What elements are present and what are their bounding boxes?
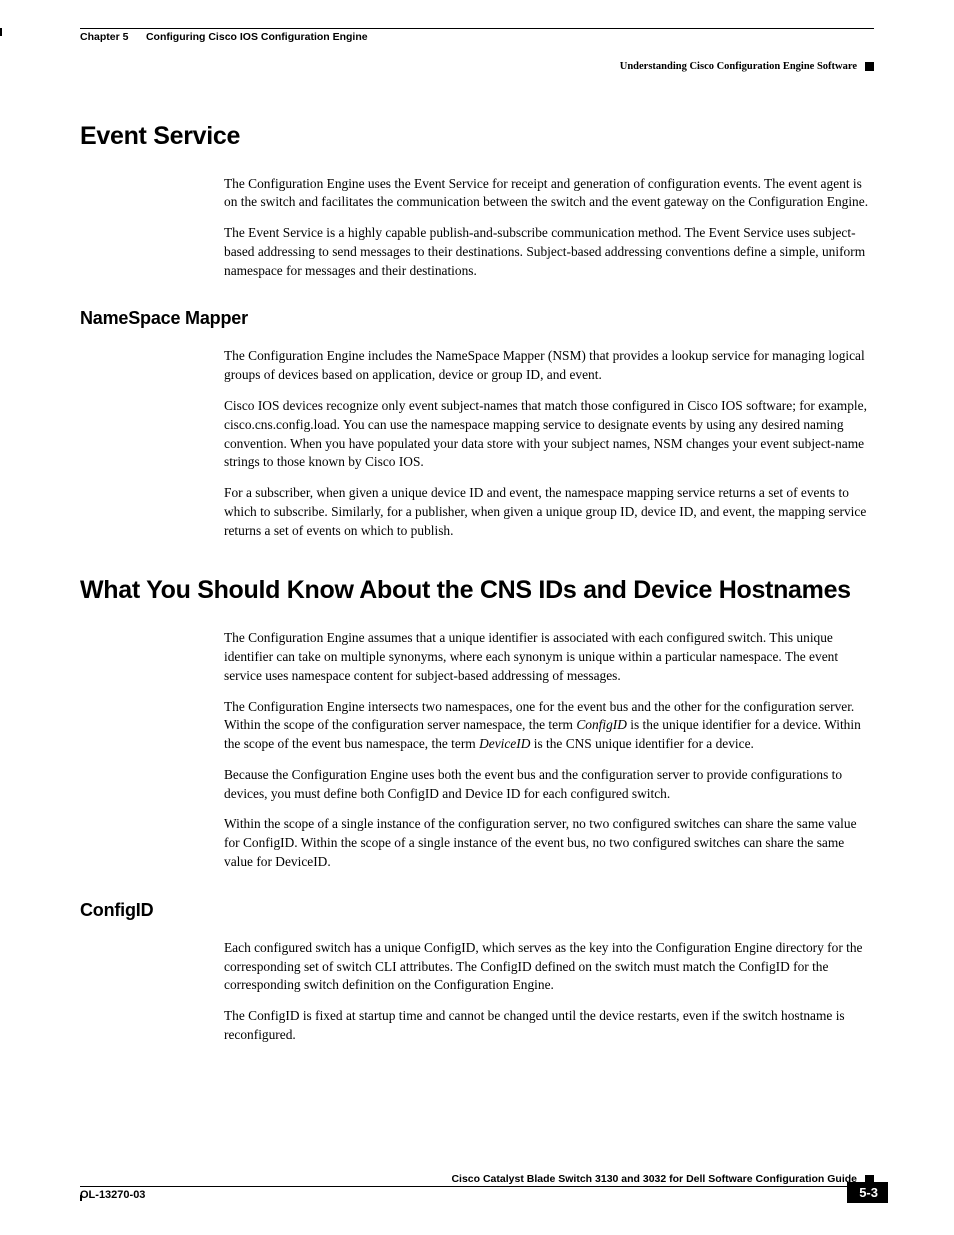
page-footer: Cisco Catalyst Blade Switch 3130 and 303… bbox=[80, 1173, 874, 1201]
paragraph: The ConfigID is fixed at startup time an… bbox=[224, 1007, 874, 1045]
footer-rule bbox=[80, 1186, 874, 1187]
paragraph: Cisco IOS devices recognize only event s… bbox=[224, 397, 874, 472]
chapter-number: Chapter 5 bbox=[80, 31, 128, 43]
heading-namespace-mapper: NameSpace Mapper bbox=[80, 308, 874, 329]
paragraph: Each configured switch has a unique Conf… bbox=[224, 939, 874, 995]
paragraph: The Event Service is a highly capable pu… bbox=[224, 224, 874, 280]
term-deviceid: DeviceID bbox=[479, 736, 530, 751]
paragraph: The Configuration Engine uses the Event … bbox=[224, 175, 874, 213]
content-area: Event Service The Configuration Engine u… bbox=[80, 72, 874, 1045]
paragraph: Because the Configuration Engine uses bo… bbox=[224, 766, 874, 804]
page-header: Chapter 5 Configuring Cisco IOS Configur… bbox=[80, 31, 874, 45]
paragraph: The Configuration Engine intersects two … bbox=[224, 698, 874, 754]
paragraph: For a subscriber, when given a unique de… bbox=[224, 484, 874, 540]
paragraph: The Configuration Engine assumes that a … bbox=[224, 629, 874, 685]
page-number-badge: 5-3 bbox=[847, 1182, 888, 1203]
paragraph: Within the scope of a single instance of… bbox=[224, 815, 874, 871]
doc-id: OL-13270-03 bbox=[80, 1189, 145, 1201]
header-rule bbox=[80, 28, 874, 29]
heading-cns-ids: What You Should Know About the CNS IDs a… bbox=[80, 576, 874, 605]
header-marker-icon bbox=[865, 62, 874, 71]
chapter-title: Configuring Cisco IOS Configuration Engi… bbox=[146, 31, 368, 43]
term-configid: ConfigID bbox=[576, 717, 627, 732]
book-title: Cisco Catalyst Blade Switch 3130 and 303… bbox=[451, 1173, 857, 1185]
heading-event-service: Event Service bbox=[80, 122, 874, 151]
header-chapter: Chapter 5 Configuring Cisco IOS Configur… bbox=[80, 31, 368, 45]
section-title: Understanding Cisco Configuration Engine… bbox=[620, 61, 857, 72]
heading-configid: ConfigID bbox=[80, 900, 874, 921]
paragraph: The Configuration Engine includes the Na… bbox=[224, 347, 874, 385]
